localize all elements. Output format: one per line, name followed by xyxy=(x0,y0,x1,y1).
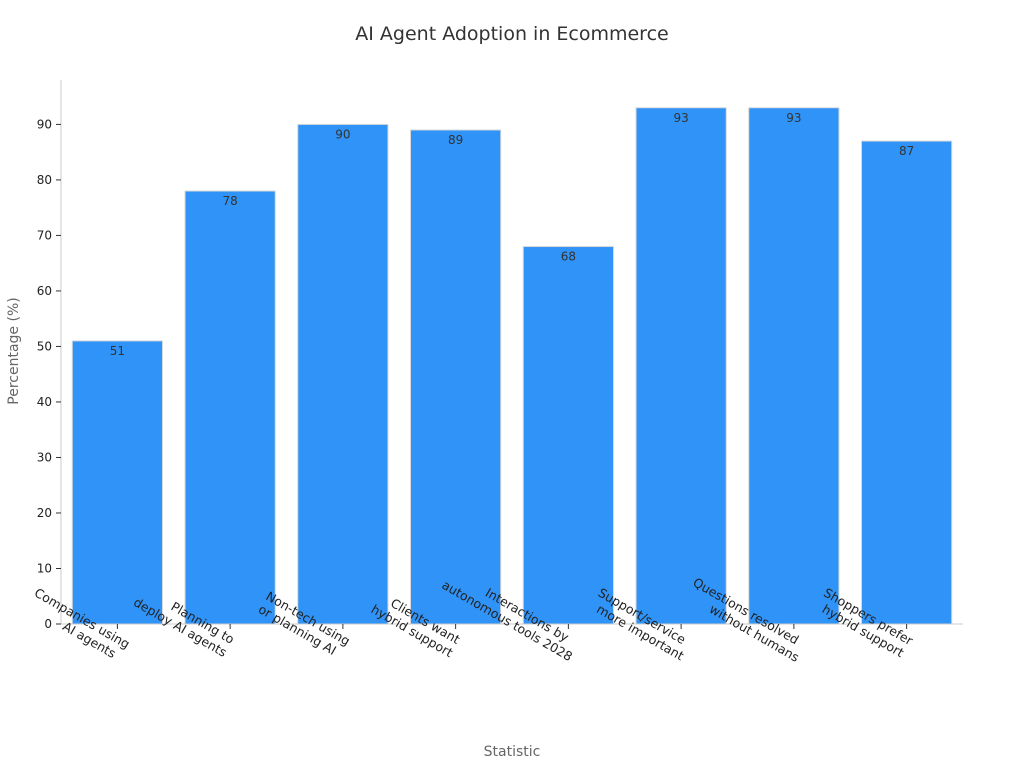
data-label: 87 xyxy=(899,144,914,158)
bar xyxy=(410,129,502,625)
y-tick-label: 80 xyxy=(37,173,52,187)
y-tick-label: 60 xyxy=(37,284,52,298)
bar xyxy=(297,123,389,625)
y-tick-label: 90 xyxy=(37,117,52,131)
y-tick-label: 30 xyxy=(37,450,52,464)
bar xyxy=(184,190,276,625)
data-label: 90 xyxy=(335,127,350,141)
bar xyxy=(635,107,727,625)
axes-group xyxy=(56,80,963,629)
data-label: 89 xyxy=(448,133,463,147)
y-tick-label: 20 xyxy=(37,506,52,520)
data-label: 93 xyxy=(673,111,688,125)
data-label: 51 xyxy=(110,344,125,358)
y-tick-label: 10 xyxy=(37,561,52,575)
y-tick-label: 40 xyxy=(37,395,52,409)
y-tick-label: 0 xyxy=(44,617,52,631)
bar xyxy=(748,107,840,625)
y-tick-label: 70 xyxy=(37,228,52,242)
bar xyxy=(522,246,614,625)
chart-title: AI Agent Adoption in Ecommerce xyxy=(355,23,668,45)
data-label: 93 xyxy=(786,111,801,125)
bars-group xyxy=(71,107,953,625)
y-axis-title: Percentage (%) xyxy=(6,297,22,404)
bar xyxy=(861,140,953,625)
data-label: 68 xyxy=(561,250,576,264)
y-tick-label: 50 xyxy=(37,339,52,353)
bar xyxy=(71,340,163,625)
data-label: 78 xyxy=(222,194,237,208)
x-axis-title: Statistic xyxy=(484,744,541,760)
